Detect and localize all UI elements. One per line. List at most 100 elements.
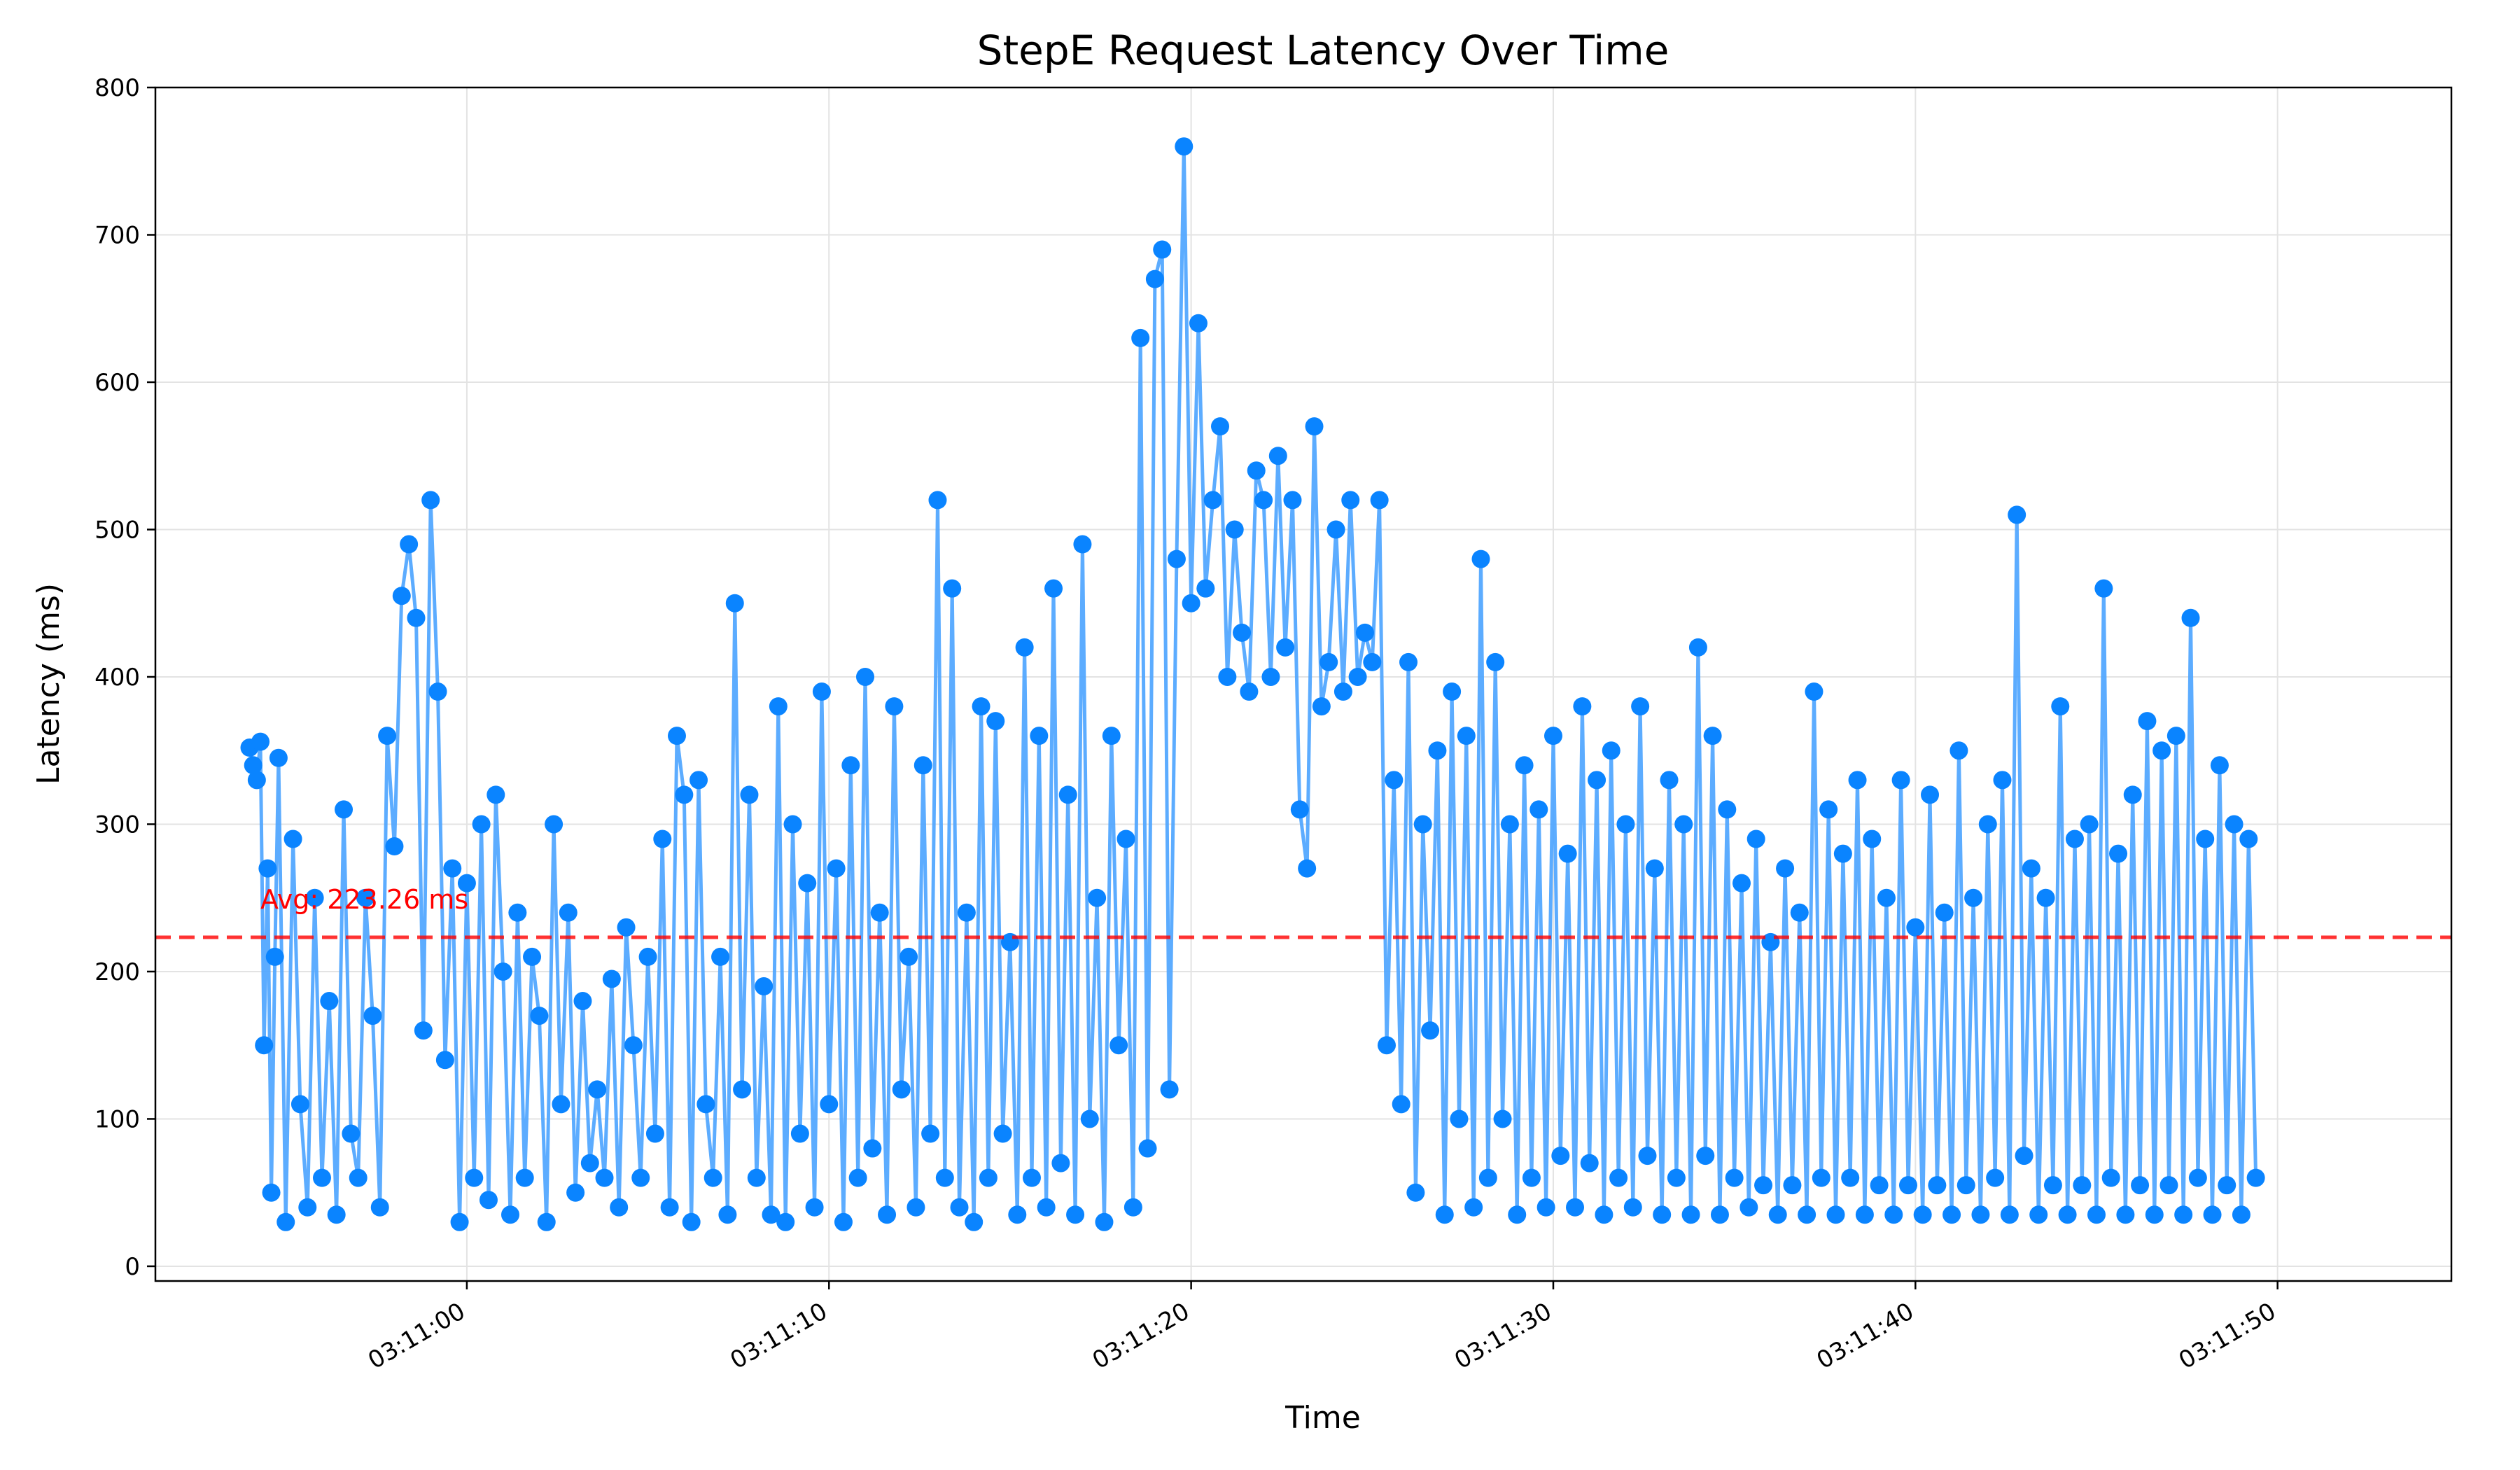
data-point <box>1203 491 1222 510</box>
data-point <box>762 1205 780 1224</box>
data-point <box>298 1198 317 1217</box>
data-point <box>769 697 788 716</box>
data-point <box>537 1212 556 1231</box>
data-point <box>863 1139 882 1158</box>
data-point <box>1580 1154 1599 1172</box>
data-point <box>1037 1198 1056 1217</box>
data-point <box>1145 270 1164 288</box>
y-tick-label: 100 <box>94 1105 140 1133</box>
data-point <box>1406 1183 1425 1202</box>
data-point <box>1392 1095 1410 1114</box>
data-point <box>1522 1168 1541 1187</box>
data-point <box>812 682 831 701</box>
data-point <box>1790 903 1809 922</box>
data-point <box>1008 1205 1027 1224</box>
data-point <box>1812 1168 1830 1187</box>
data-point <box>2022 859 2040 878</box>
data-point <box>1355 623 1374 642</box>
data-point <box>1667 1168 1686 1187</box>
data-point <box>472 815 491 834</box>
data-point <box>1508 1205 1527 1224</box>
data-point <box>501 1205 520 1224</box>
data-point <box>290 1095 309 1114</box>
data-point <box>2218 1176 2236 1195</box>
data-point <box>479 1191 498 1210</box>
data-point <box>2036 888 2055 907</box>
data-point <box>1276 638 1295 657</box>
data-point <box>2051 697 2070 716</box>
data-point <box>414 1021 433 1040</box>
data-point <box>1095 1212 1114 1231</box>
data-point <box>690 771 708 790</box>
data-point <box>1544 727 1562 746</box>
data-point <box>820 1095 839 1114</box>
data-point <box>407 608 426 627</box>
data-point <box>1898 1176 1917 1195</box>
data-point <box>588 1080 607 1099</box>
data-point <box>1066 1205 1085 1224</box>
data-point <box>1949 741 1968 760</box>
data-point <box>545 815 564 834</box>
data-point <box>834 1212 853 1231</box>
data-point <box>2232 1205 2250 1224</box>
data-point <box>1233 623 1252 642</box>
data-point <box>1696 1147 1715 1166</box>
data-point <box>1558 844 1577 863</box>
data-point <box>1848 771 1867 790</box>
data-point <box>1956 1176 1975 1195</box>
data-point <box>798 874 817 892</box>
data-point <box>1175 137 1194 156</box>
data-point <box>2160 1176 2178 1195</box>
data-point <box>993 1124 1012 1143</box>
data-point <box>244 756 262 775</box>
data-point <box>1138 1139 1157 1158</box>
y-tick-label: 300 <box>94 811 140 839</box>
data-point <box>667 727 686 746</box>
data-point <box>957 903 976 922</box>
data-point <box>2000 1205 2019 1224</box>
data-point <box>566 1183 585 1202</box>
data-point <box>755 977 774 996</box>
data-point <box>1326 520 1345 539</box>
data-point <box>1732 874 1751 892</box>
data-point <box>1320 652 1338 671</box>
data-point <box>747 1168 766 1187</box>
data-point <box>704 1168 722 1187</box>
data-point <box>848 1168 867 1187</box>
data-point <box>1486 652 1505 671</box>
data-point <box>247 771 266 790</box>
data-point <box>1334 682 1352 701</box>
y-tick-label: 200 <box>94 958 140 986</box>
data-point <box>2181 608 2200 627</box>
data-point <box>580 1154 599 1172</box>
data-point <box>2188 1168 2207 1187</box>
data-point <box>2225 815 2244 834</box>
data-point <box>1110 1036 1128 1055</box>
data-point <box>1841 1168 1860 1187</box>
data-point <box>2080 815 2099 834</box>
data-point <box>335 800 354 819</box>
plot-area-frame <box>154 86 2453 1282</box>
data-point <box>1674 815 1693 834</box>
data-point <box>1218 667 1237 686</box>
data-point <box>1160 1080 1179 1099</box>
data-point <box>1566 1198 1585 1217</box>
data-point <box>610 1198 629 1217</box>
data-point <box>1515 756 1534 775</box>
data-point <box>1428 741 1447 760</box>
data-point <box>790 1124 809 1143</box>
data-point <box>986 712 1005 731</box>
data-point <box>733 1080 752 1099</box>
data-point <box>1855 1205 1874 1224</box>
data-point <box>878 1205 897 1224</box>
data-point <box>305 888 324 907</box>
data-point <box>1746 830 1765 848</box>
data-point <box>1530 800 1548 819</box>
data-point <box>2239 830 2258 848</box>
data-point <box>1225 520 1244 539</box>
data-point <box>457 874 476 892</box>
grid-lines <box>155 87 2451 1281</box>
data-point <box>1870 1176 1889 1195</box>
data-point <box>906 1198 925 1217</box>
